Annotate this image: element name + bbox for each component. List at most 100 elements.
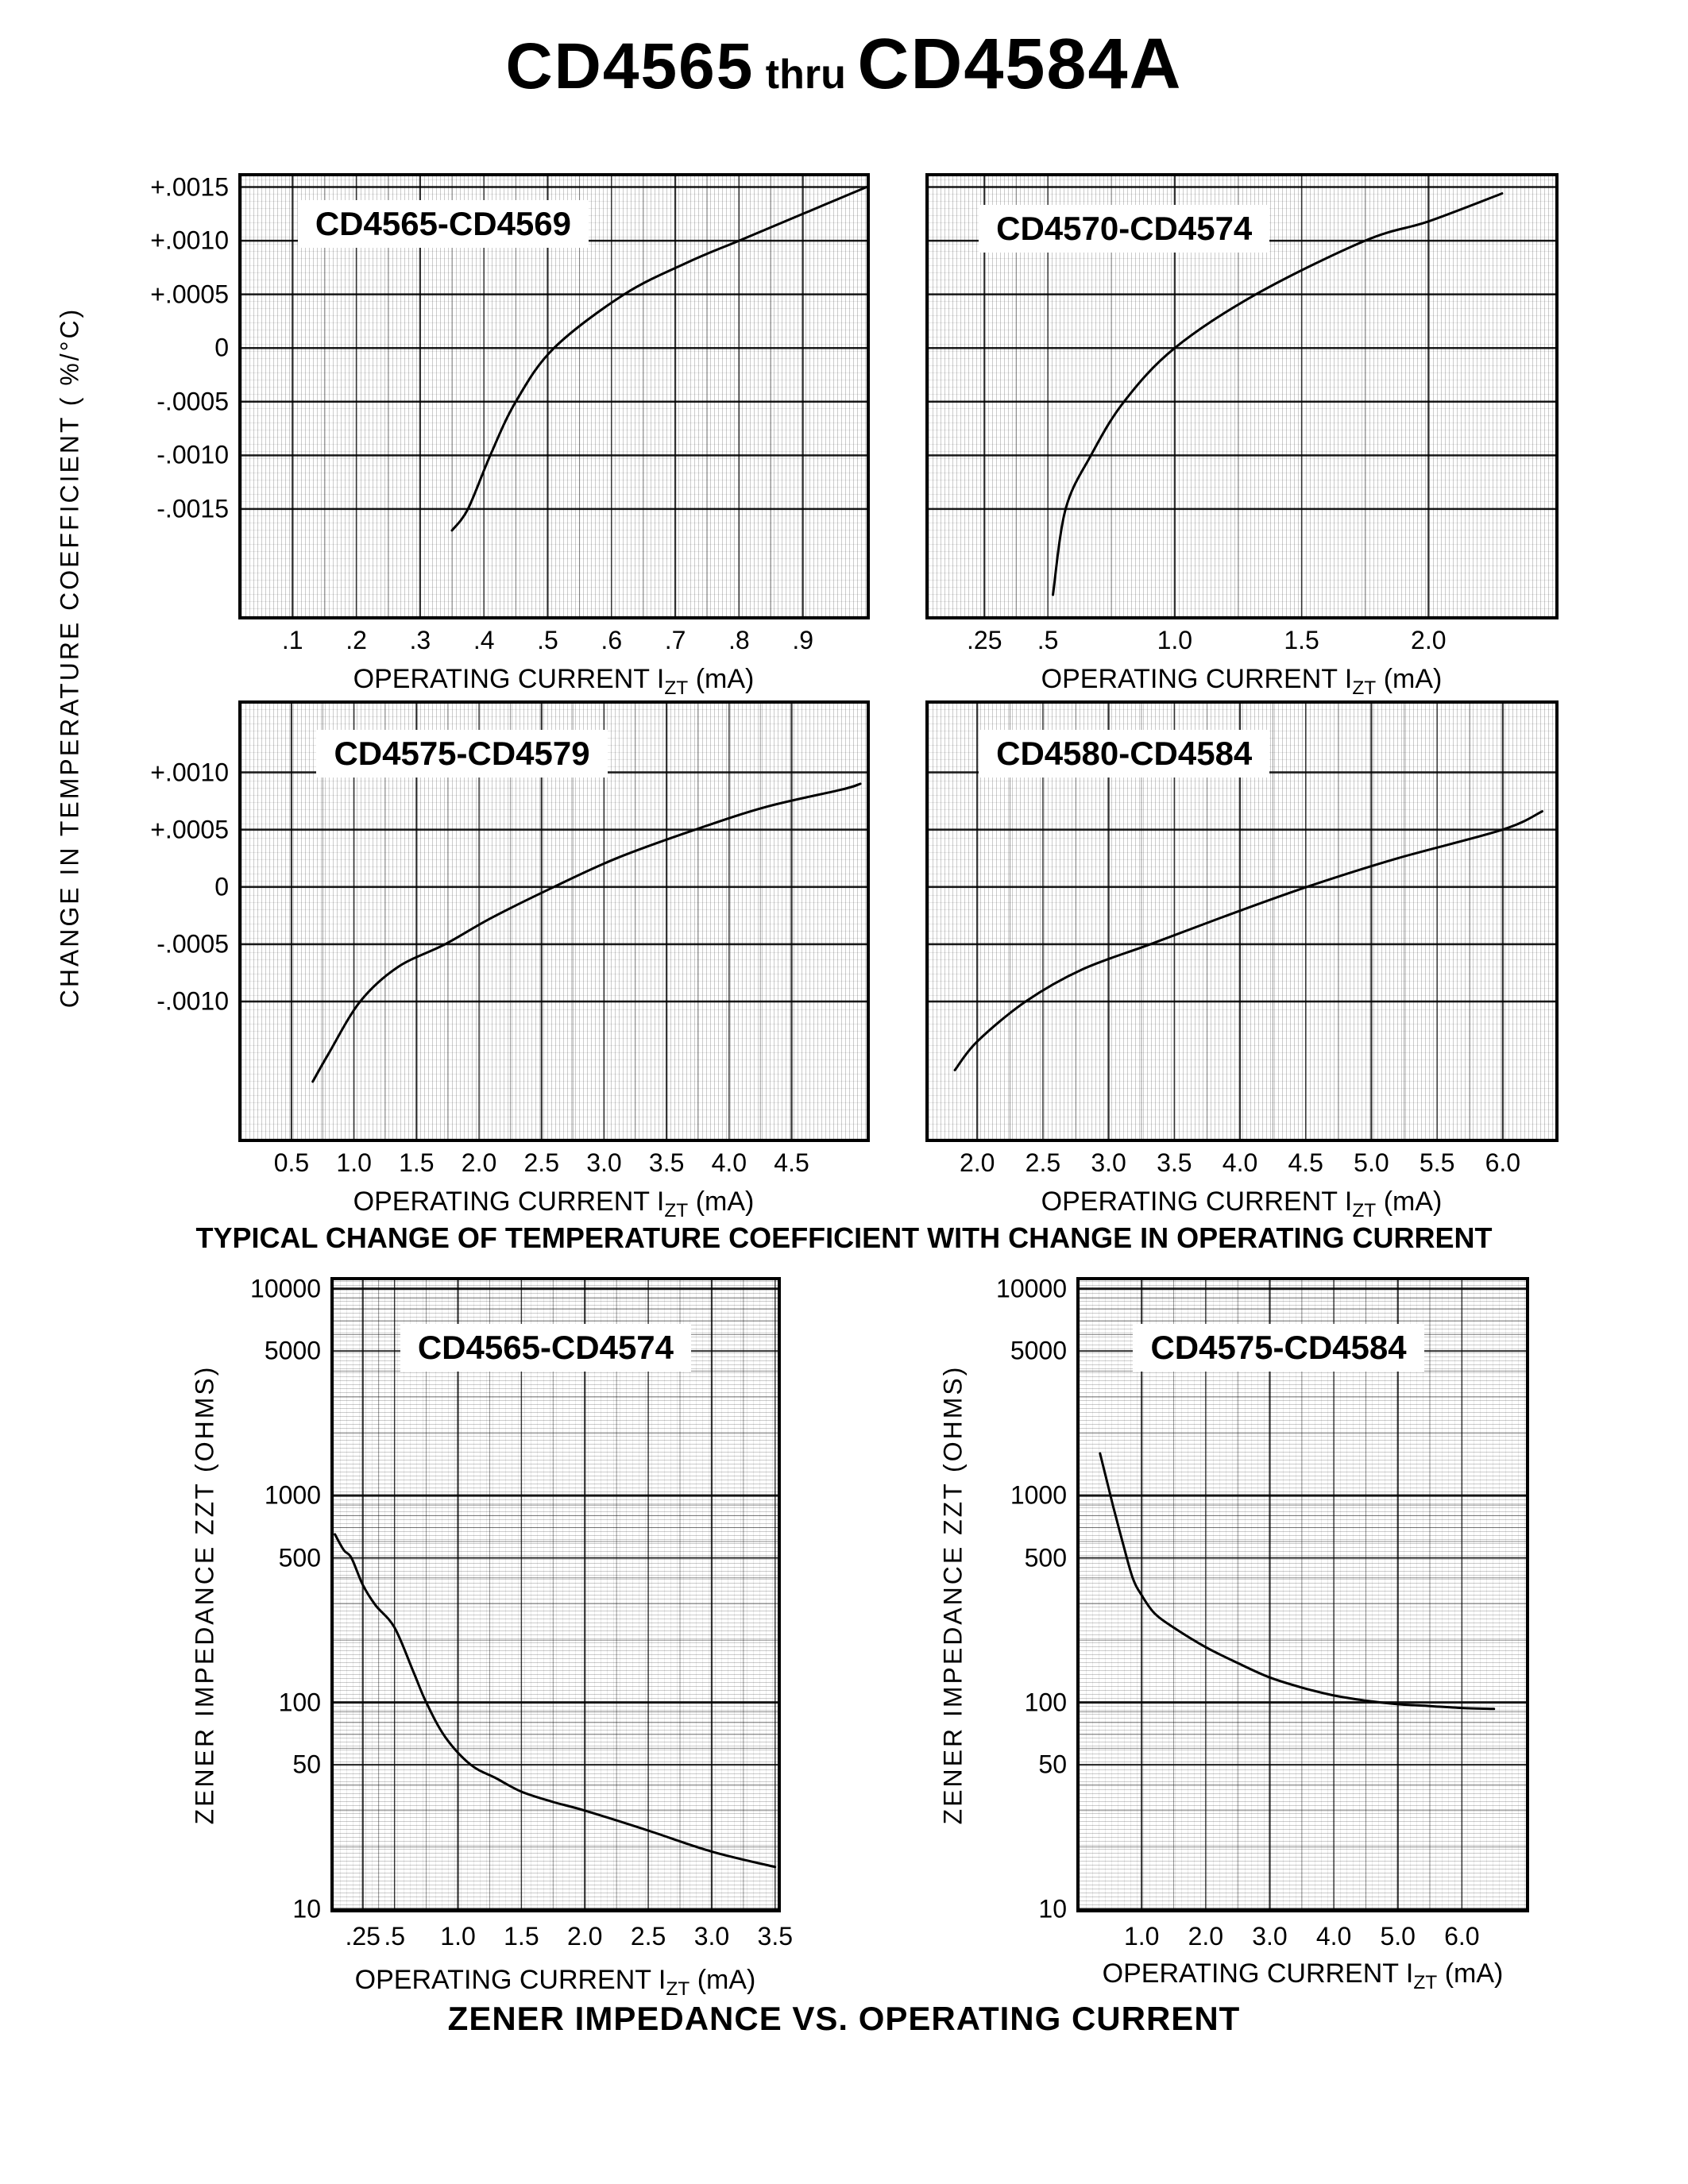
y-tick-label: 500 [1024,1543,1067,1572]
x-tick-label: .4 [473,626,495,654]
x-axis-title-unit: (mA) [688,664,755,694]
x-axis-title: OPERATING CURRENT IZT (mA) [353,1187,755,1222]
y-tick-label: -.0005 [156,929,229,959]
x-axis-title-text: OPERATING CURRENT I [353,1187,665,1217]
x-tick-label: 1.0 [336,1148,372,1177]
y-tick-label: 1000 [264,1480,321,1510]
x-tick-label: 3.5 [1157,1148,1192,1177]
chart-title-badge: CD4580-CD4584 [979,729,1270,778]
x-axis-title-sub: ZT [664,1199,689,1221]
x-axis-title: OPERATING CURRENT IZT (mA) [353,664,755,700]
x-axis-title: OPERATING CURRENT IZT (mA) [355,1965,756,2001]
x-axis-title: OPERATING CURRENT IZT (mA) [1041,664,1443,700]
x-tick-label: .7 [664,626,686,654]
page-title: CD4565 thru CD4584A [0,24,1688,106]
x-tick-label: 0.5 [273,1148,310,1177]
y-tick-label: 0 [214,872,229,901]
x-tick-label: 2.0 [959,1148,995,1177]
x-tick-label: 6.0 [1485,1148,1521,1177]
x-axis-title-unit: (mA) [688,1187,755,1217]
x-axis-title-unit: (mA) [1437,1958,1504,1989]
x-tick-label: .25 [345,1922,380,1951]
x-tick-label: 2.0 [1188,1922,1224,1951]
y-tick-label: 1000 [1010,1480,1067,1510]
plot-area [334,1280,778,1911]
plot-area [241,176,868,616]
page-title-part2: CD4584A [857,25,1183,104]
x-tick-label: 4.0 [1222,1148,1258,1177]
x-axis-title: OPERATING CURRENT IZT (mA) [1103,1958,1504,1994]
y-tick-label: -.0015 [156,494,229,523]
chart-tc-cd4580-cd4584: CD4580-CD4584 2.0 2.5 3.0 3.5 4.0 4.5 5.0 5.5 6.… [925,700,1559,1177]
x-tick-label: 4.5 [774,1148,809,1177]
x-tick-label: .2 [346,626,367,654]
y-tick-label: 5000 [264,1336,321,1365]
x-tick-label: 3.5 [757,1922,794,1951]
y-tick-label: 5000 [1010,1336,1067,1365]
x-tick-label: 1.5 [1284,626,1319,654]
y-tick-label: +.0010 [150,226,229,255]
chart-tc-cd4565-cd4569: CD4565-CD4569 .1 .2 .3 .4 .5 .6 .7 .8 .9 +.0015 +.… [150,172,870,654]
x-axis-title-unit: (mA) [1376,664,1443,694]
chart-zz-cd4575-cd4584: CD4575-CD4584 1.0 2.0 3.0 4.0 5.0 6.0 10000 500… [996,1274,1529,1951]
x-tick-label: .1 [281,626,303,654]
y-tick-label: 100 [1024,1688,1067,1717]
x-axis-title-sub: ZT [1352,1199,1377,1221]
x-tick-label: 4.5 [1288,1148,1323,1177]
x-tick-label: 3.0 [1252,1922,1288,1951]
x-tick-label: .5 [1037,626,1059,654]
y-tick-label: 50 [292,1750,321,1779]
data-curve [311,782,862,1083]
y-tick-label: 10 [292,1894,321,1924]
x-tick-label: 6.0 [1444,1922,1480,1951]
data-curve [953,810,1543,1071]
x-tick-label: 4.0 [1315,1922,1352,1951]
x-tick-label: 3.0 [693,1922,730,1951]
y-tick-label: 10 [1038,1894,1067,1924]
y-tick-label: 50 [1038,1750,1067,1779]
plot-area [1080,1280,1526,1911]
data-curve [1052,192,1504,596]
caption-zener-impedance: ZENER IMPEDANCE VS. OPERATING CURRENT [447,2000,1241,2037]
x-tick-label: 1.5 [504,1922,539,1951]
x-axis-title-text: OPERATING CURRENT I [1041,1187,1353,1217]
y-tick-label: -.0010 [156,986,229,1016]
x-tick-label: 1.0 [440,1922,476,1951]
y-tick-label: +.0010 [150,758,229,787]
x-tick-label: 1.5 [399,1148,435,1177]
x-tick-label: .8 [728,626,750,654]
x-tick-label: 2.0 [566,1922,603,1951]
data-curve [1099,1452,1496,1711]
x-tick-label: 4.0 [711,1148,747,1177]
x-axis-title-unit: (mA) [1376,1187,1443,1217]
page-title-thru: thru [765,52,846,98]
x-axis-title-sub: ZT [1413,1971,1438,1993]
chart-tc-cd4575-cd4579: CD4575-CD4579 0.5 1.0 1.5 2.0 2.5 3.0 3.5 4.0 4.… [150,700,870,1177]
chart-zz-cd4565-cd4574: CD4565-CD4574 .25.5 1.0 1.5 2.0 2.5 3.0 3.5 100… [250,1274,793,1951]
chart-title-badge: CD4565-CD4569 [297,200,589,249]
y-tick-label: +.0005 [150,815,229,844]
y-tick-label: -.0010 [156,440,229,469]
chart-title-badge: CD4575-CD4584 [1133,1324,1424,1372]
x-axis-title-text: OPERATING CURRENT I [354,1965,666,1995]
data-curve [450,186,868,532]
x-tick-label: 3.0 [586,1148,622,1177]
x-tick-label: 2.0 [1411,626,1447,654]
x-tick-label: 2.5 [1025,1148,1061,1177]
x-tick-label: 5.5 [1419,1148,1455,1177]
x-tick-label: 3.5 [648,1148,685,1177]
y-tick-label: 100 [278,1688,321,1717]
y-axis-title-zener-impedance-right: ZENER IMPEDANCE ZZT (OHMS) [938,1364,968,1825]
x-axis-title-sub: ZT [666,1978,690,2000]
chart-title-badge: CD4565-CD4574 [400,1324,692,1372]
page-title-part1: CD4565 [505,30,755,102]
y-tick-label: 10000 [996,1274,1067,1303]
data-curve [334,1533,777,1869]
y-tick-label: 0 [214,333,229,362]
x-tick-label: .6 [601,626,623,654]
y-axis-title-temp-coefficient: CHANGE IN TEMPERATURE COEFFICIENT ( %/°C… [55,307,84,1009]
x-tick-label: .9 [792,626,814,654]
chart-tc-cd4570-cd4574: CD4570-CD4574 .25 .5 1.0 1.5 2.0 [925,173,1559,654]
y-tick-label: -.0005 [156,387,229,416]
